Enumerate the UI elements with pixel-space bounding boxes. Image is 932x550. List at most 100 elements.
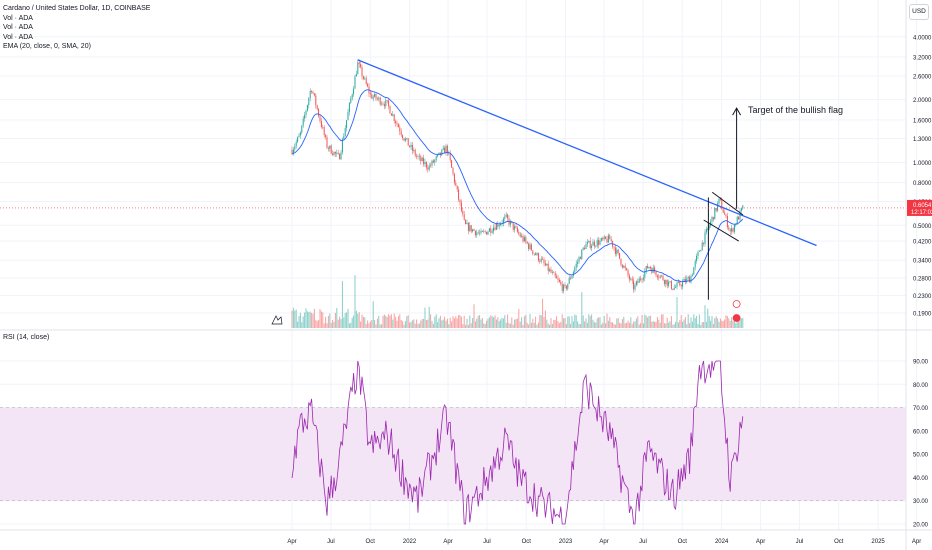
candle — [673, 287, 675, 290]
volume-bar — [472, 318, 474, 328]
rsi-line[interactable] — [291, 360, 744, 525]
time-tick-label[interactable]: 2023 — [559, 539, 573, 545]
candle — [630, 278, 632, 280]
rsi-legend[interactable]: RSI (14, close) — [3, 334, 50, 341]
price-tick-label[interactable]: 0.5000 — [913, 224, 932, 230]
time-tick-label[interactable]: 2022 — [403, 539, 417, 545]
candle — [455, 182, 457, 186]
time-tick-label[interactable]: Jul — [327, 539, 335, 545]
candle — [565, 285, 567, 289]
rsi-tick-label[interactable]: 40.00 — [913, 476, 929, 482]
trendline[interactable] — [357, 59, 817, 247]
currency-button[interactable]: USD — [909, 4, 929, 20]
time-tick-label[interactable]: Apr — [443, 539, 452, 545]
candle — [442, 147, 444, 150]
volume-bar — [621, 319, 623, 328]
volume-bar — [396, 320, 398, 328]
event-marker-icon[interactable] — [732, 300, 741, 308]
price-axis[interactable]: 4.0000 3.2000 2.6000 2.0000 1.6000 1.3000 1.00… — [907, 35, 932, 318]
price-tick-label[interactable]: 0.3400 — [913, 259, 932, 265]
candle — [347, 111, 349, 121]
volume-bar — [424, 307, 426, 328]
time-tick-label[interactable]: Apr — [287, 539, 296, 545]
rsi-axis[interactable]: 90.00 80.00 70.00 60.00 50.00 40.00 30.00 20.00 — [913, 360, 929, 529]
price-tick-label[interactable]: 1.3000 — [913, 137, 932, 143]
volume-bar — [322, 312, 324, 328]
volume-bar — [421, 319, 423, 328]
volume-bar — [605, 323, 607, 328]
dividend-marker-icon[interactable] — [732, 314, 741, 322]
candle — [714, 207, 716, 220]
price-tick-label[interactable]: 1.6000 — [913, 118, 932, 124]
time-tick-label[interactable]: Oct — [522, 539, 532, 545]
time-tick-label[interactable]: 2025 — [871, 539, 885, 545]
flag-lower-line[interactable] — [703, 219, 739, 242]
ema-legend[interactable]: EMA (20, close, 0, SMA, 20) — [3, 43, 91, 50]
time-tick-label[interactable]: Jul — [639, 539, 647, 545]
volume-bar — [738, 318, 740, 328]
price-pane[interactable] — [291, 59, 744, 294]
price-tick-label[interactable]: 3.2000 — [913, 56, 932, 62]
volume-bar — [633, 321, 635, 328]
volume-legend-3[interactable]: Vol · ADA — [3, 33, 33, 41]
symbol-title[interactable]: Cardano / United States Dollar, 1D, COIN… — [3, 5, 151, 12]
rsi-tick-label[interactable]: 50.00 — [913, 453, 929, 459]
price-tick-label[interactable]: 2.6000 — [913, 74, 932, 80]
ema-line[interactable] — [291, 89, 744, 283]
volume-bar — [480, 319, 482, 328]
price-tick-label[interactable]: 1.0000 — [913, 161, 932, 167]
candle — [428, 165, 430, 170]
price-tick-label[interactable]: 2.0000 — [913, 98, 932, 104]
time-tick-label[interactable]: Apr — [599, 539, 608, 545]
rsi-tick-label[interactable]: 70.00 — [913, 406, 929, 412]
volume-bar — [645, 315, 647, 328]
time-axis[interactable]: Apr Jul Oct 2022 Apr Jul Oct 2023 Apr Jul Oct 2024 A… — [287, 539, 921, 545]
volume-bar — [627, 320, 629, 328]
time-tick-label[interactable]: Oct — [678, 539, 688, 545]
rsi-tick-label[interactable]: 20.00 — [913, 523, 929, 529]
price-tick-label[interactable]: 0.2800 — [913, 276, 932, 282]
volume-legend-2[interactable]: Vol · ADA — [3, 24, 33, 31]
last-price-value[interactable]: 0.6054 — [913, 203, 932, 209]
volume-bar — [425, 320, 427, 328]
price-tick-label[interactable]: 4.0000 — [913, 35, 932, 41]
time-tick-label[interactable]: Apr — [756, 539, 765, 545]
volume-bar — [554, 319, 556, 328]
volume-legend-1[interactable]: Vol · ADA — [3, 14, 33, 22]
rsi-tick-label[interactable]: 80.00 — [913, 383, 929, 389]
volume-bar — [658, 319, 660, 328]
rsi-tick-label[interactable]: 30.00 — [913, 499, 929, 505]
candle — [672, 288, 674, 290]
volume-bar — [565, 324, 567, 328]
candle — [491, 231, 493, 233]
candle — [617, 249, 619, 253]
time-tick-label[interactable]: 2024 — [715, 539, 729, 545]
rsi-tick-label[interactable]: 60.00 — [913, 429, 929, 435]
last-price-badge[interactable] — [907, 199, 932, 216]
time-tick-label[interactable]: Jul — [796, 539, 804, 545]
annotation-label[interactable]: Target of the bullish flag — [748, 105, 844, 115]
candle — [311, 90, 313, 92]
volume-bar — [445, 320, 447, 328]
volume-bar — [570, 323, 572, 328]
time-tick-label[interactable]: Jul — [483, 539, 491, 545]
rsi-tick-label[interactable]: 90.00 — [913, 360, 929, 366]
target-arrow-head[interactable] — [732, 107, 742, 116]
price-tick-label[interactable]: 0.4200 — [913, 240, 932, 246]
price-tick-label[interactable]: 0.2300 — [913, 294, 932, 300]
volume-bar — [311, 312, 313, 328]
price-tick-label[interactable]: 0.1900 — [913, 312, 932, 318]
candle — [539, 260, 541, 262]
candle — [631, 278, 633, 281]
time-tick-label[interactable]: Oct — [834, 539, 844, 545]
time-tick-label[interactable]: Apr — [912, 539, 921, 545]
price-tick-label[interactable]: 0.8000 — [913, 181, 932, 187]
candle — [483, 231, 485, 232]
volume-bar — [677, 322, 679, 328]
drawing-overlays[interactable] — [0, 59, 906, 325]
rsi-pane[interactable] — [0, 360, 906, 525]
volume-bar — [529, 314, 531, 328]
time-tick-label[interactable]: Oct — [366, 539, 376, 545]
flag-upper-line[interactable] — [711, 191, 744, 216]
